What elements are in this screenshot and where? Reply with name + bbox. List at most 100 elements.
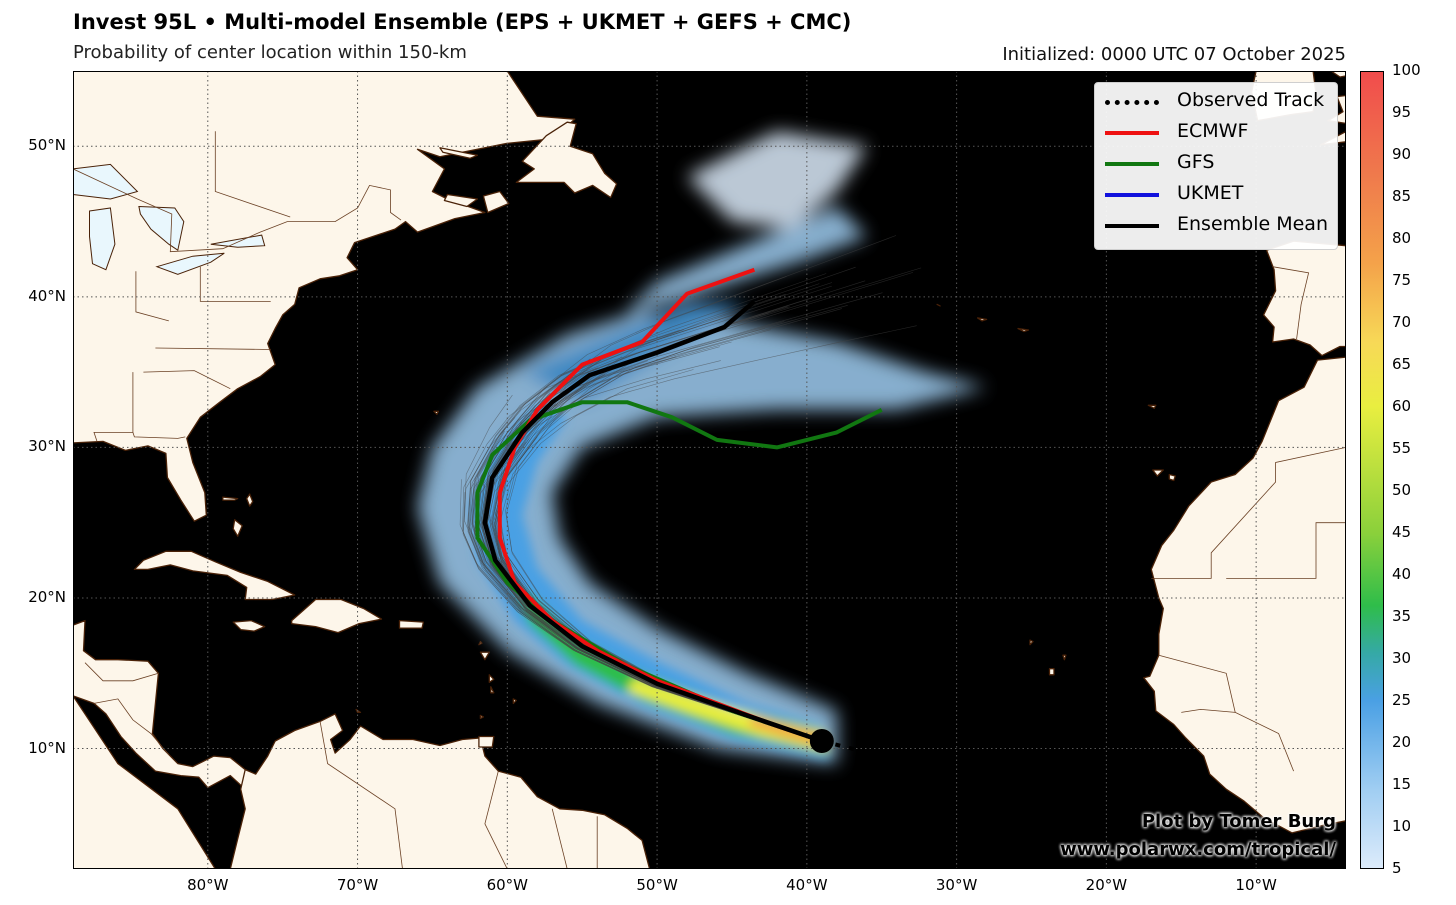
- border-sa-2: [484, 771, 508, 869]
- legend: Observed Track ECMWF GFS UKMET Ensemble …: [1094, 82, 1338, 250]
- border-sa-1: [319, 721, 403, 869]
- border-us-states-6: [132, 432, 186, 439]
- latitude-label: 30°N: [28, 437, 66, 456]
- colorbar-tick-label: 45: [1392, 523, 1412, 541]
- credit-line-2: www.polarwx.com/tropical/: [1060, 839, 1336, 860]
- longitude-label: 50°W: [636, 876, 678, 894]
- legend-label: GFS: [1177, 151, 1215, 173]
- colorbar-tick-label: 25: [1392, 691, 1412, 709]
- azores-1: [1017, 327, 1030, 333]
- bahamas-abaco: [246, 493, 254, 507]
- legend-item-ensemble-mean: Ensemble Mean: [1105, 211, 1335, 239]
- longitude-label: 20°W: [1085, 876, 1128, 894]
- colorbar-tick-label: 10: [1392, 817, 1412, 835]
- azores-2: [976, 317, 988, 322]
- lesser-antilles-1: [478, 640, 483, 646]
- latitude-label: 50°N: [28, 136, 66, 155]
- map-frame: [73, 71, 1346, 869]
- graticule: [73, 71, 1346, 869]
- lesser-antilles-3: [488, 674, 495, 683]
- colorbar-tick-label: 35: [1392, 607, 1412, 625]
- legend-label: UKMET: [1177, 182, 1244, 204]
- border-west-africa-1: [1151, 447, 1346, 579]
- colorbar-tick-label: 85: [1392, 187, 1412, 205]
- map-title: Invest 95L • Multi-model Ensemble (EPS +…: [73, 10, 852, 34]
- land-masses: [73, 71, 1346, 869]
- lesser-antilles-4: [490, 686, 495, 694]
- border-ca-1: [84, 662, 159, 682]
- jamaica: [232, 619, 266, 632]
- legend-swatch-mean: [1105, 224, 1159, 228]
- lake-erie: [155, 252, 225, 275]
- legend-swatch-gfs: [1105, 162, 1159, 166]
- border-us-states-3: [155, 347, 271, 350]
- colorbar-tick-label: 5: [1392, 859, 1402, 877]
- legend-label: Observed Track: [1177, 89, 1325, 111]
- latitude-label: 20°N: [28, 587, 66, 606]
- bahamas-grand: [222, 496, 239, 501]
- border-us-states-5: [93, 372, 134, 442]
- border-sa-3: [551, 808, 568, 869]
- central-america-landmass: [73, 619, 254, 790]
- colorbar-tick-label: 100: [1392, 61, 1421, 79]
- colorbar-tick-label: 20: [1392, 733, 1412, 751]
- border-west-africa-3: [1226, 522, 1346, 579]
- south-america-landmass: [73, 695, 658, 869]
- legend-item-gfs: GFS: [1105, 149, 1335, 177]
- bermuda: [433, 410, 440, 415]
- legend-label: Ensemble Mean: [1177, 213, 1328, 235]
- colorbar-tick-label: 40: [1392, 565, 1412, 583]
- gfs-track: [475, 400, 883, 743]
- border-quebec-1: [214, 131, 291, 218]
- colorbar-tick-label: 55: [1392, 439, 1412, 457]
- grenada: [479, 714, 485, 720]
- madeira: [1147, 404, 1157, 409]
- trinidad: [478, 735, 495, 748]
- border-us-states-1: [199, 266, 271, 302]
- lake-superior: [73, 163, 139, 200]
- longitude-label: 10°W: [1235, 876, 1277, 894]
- border-us-states-4: [143, 370, 231, 390]
- colorbar-tick-label: 75: [1392, 271, 1412, 289]
- legend-label: ECMWF: [1177, 120, 1249, 142]
- canary-islands: [1168, 473, 1176, 482]
- legend-item-ukmet: UKMET: [1105, 180, 1335, 208]
- swath-northeast-tail: [687, 131, 867, 230]
- legend-swatch-ecmwf: [1105, 131, 1159, 135]
- bahamas-andros: [232, 519, 243, 537]
- border-us-states-2: [135, 271, 169, 322]
- colorbar-tick-label: 80: [1392, 229, 1412, 247]
- colorbar-tick-label: 30: [1392, 649, 1412, 667]
- map-subtitle: Probability of center location within 15…: [73, 42, 467, 63]
- latitude-label: 40°N: [28, 286, 66, 305]
- colorbar-tick-label: 90: [1392, 145, 1412, 163]
- longitude-label: 70°W: [336, 876, 379, 894]
- colorbar-tick-label: 60: [1392, 397, 1412, 415]
- longitude-label: 80°W: [187, 876, 229, 894]
- hispaniola: [291, 598, 383, 634]
- latitude-label: 10°N: [28, 738, 66, 757]
- colorbar-tick-label: 15: [1392, 775, 1412, 793]
- longitude-label: 30°W: [935, 876, 978, 894]
- cape-verde-3: [1062, 654, 1067, 661]
- border-us-canada: [73, 168, 402, 253]
- lake-michigan: [89, 207, 116, 271]
- pei: [443, 193, 479, 208]
- tenerife: [1152, 469, 1164, 477]
- lesser-antilles-2: [479, 651, 490, 661]
- cape-breton: [482, 190, 510, 214]
- longitude-label: 40°W: [786, 876, 828, 894]
- border-west-africa-4: [1181, 708, 1236, 713]
- barbados: [512, 698, 517, 705]
- abc-islands: [355, 708, 362, 714]
- legend-swatch-ukmet: [1105, 193, 1159, 197]
- anticosti: [439, 147, 479, 159]
- legend-swatch-observed: [1105, 100, 1159, 105]
- iberia-landmass: [1262, 240, 1346, 357]
- legend-item-observed-track: Observed Track: [1105, 87, 1335, 115]
- azores-3: [936, 303, 941, 307]
- colorbar-tick-label: 65: [1392, 355, 1412, 373]
- legend-item-ecmwf: ECMWF: [1105, 118, 1335, 146]
- longitude-label: 60°W: [486, 876, 529, 894]
- probability-colorbar: [1360, 71, 1384, 869]
